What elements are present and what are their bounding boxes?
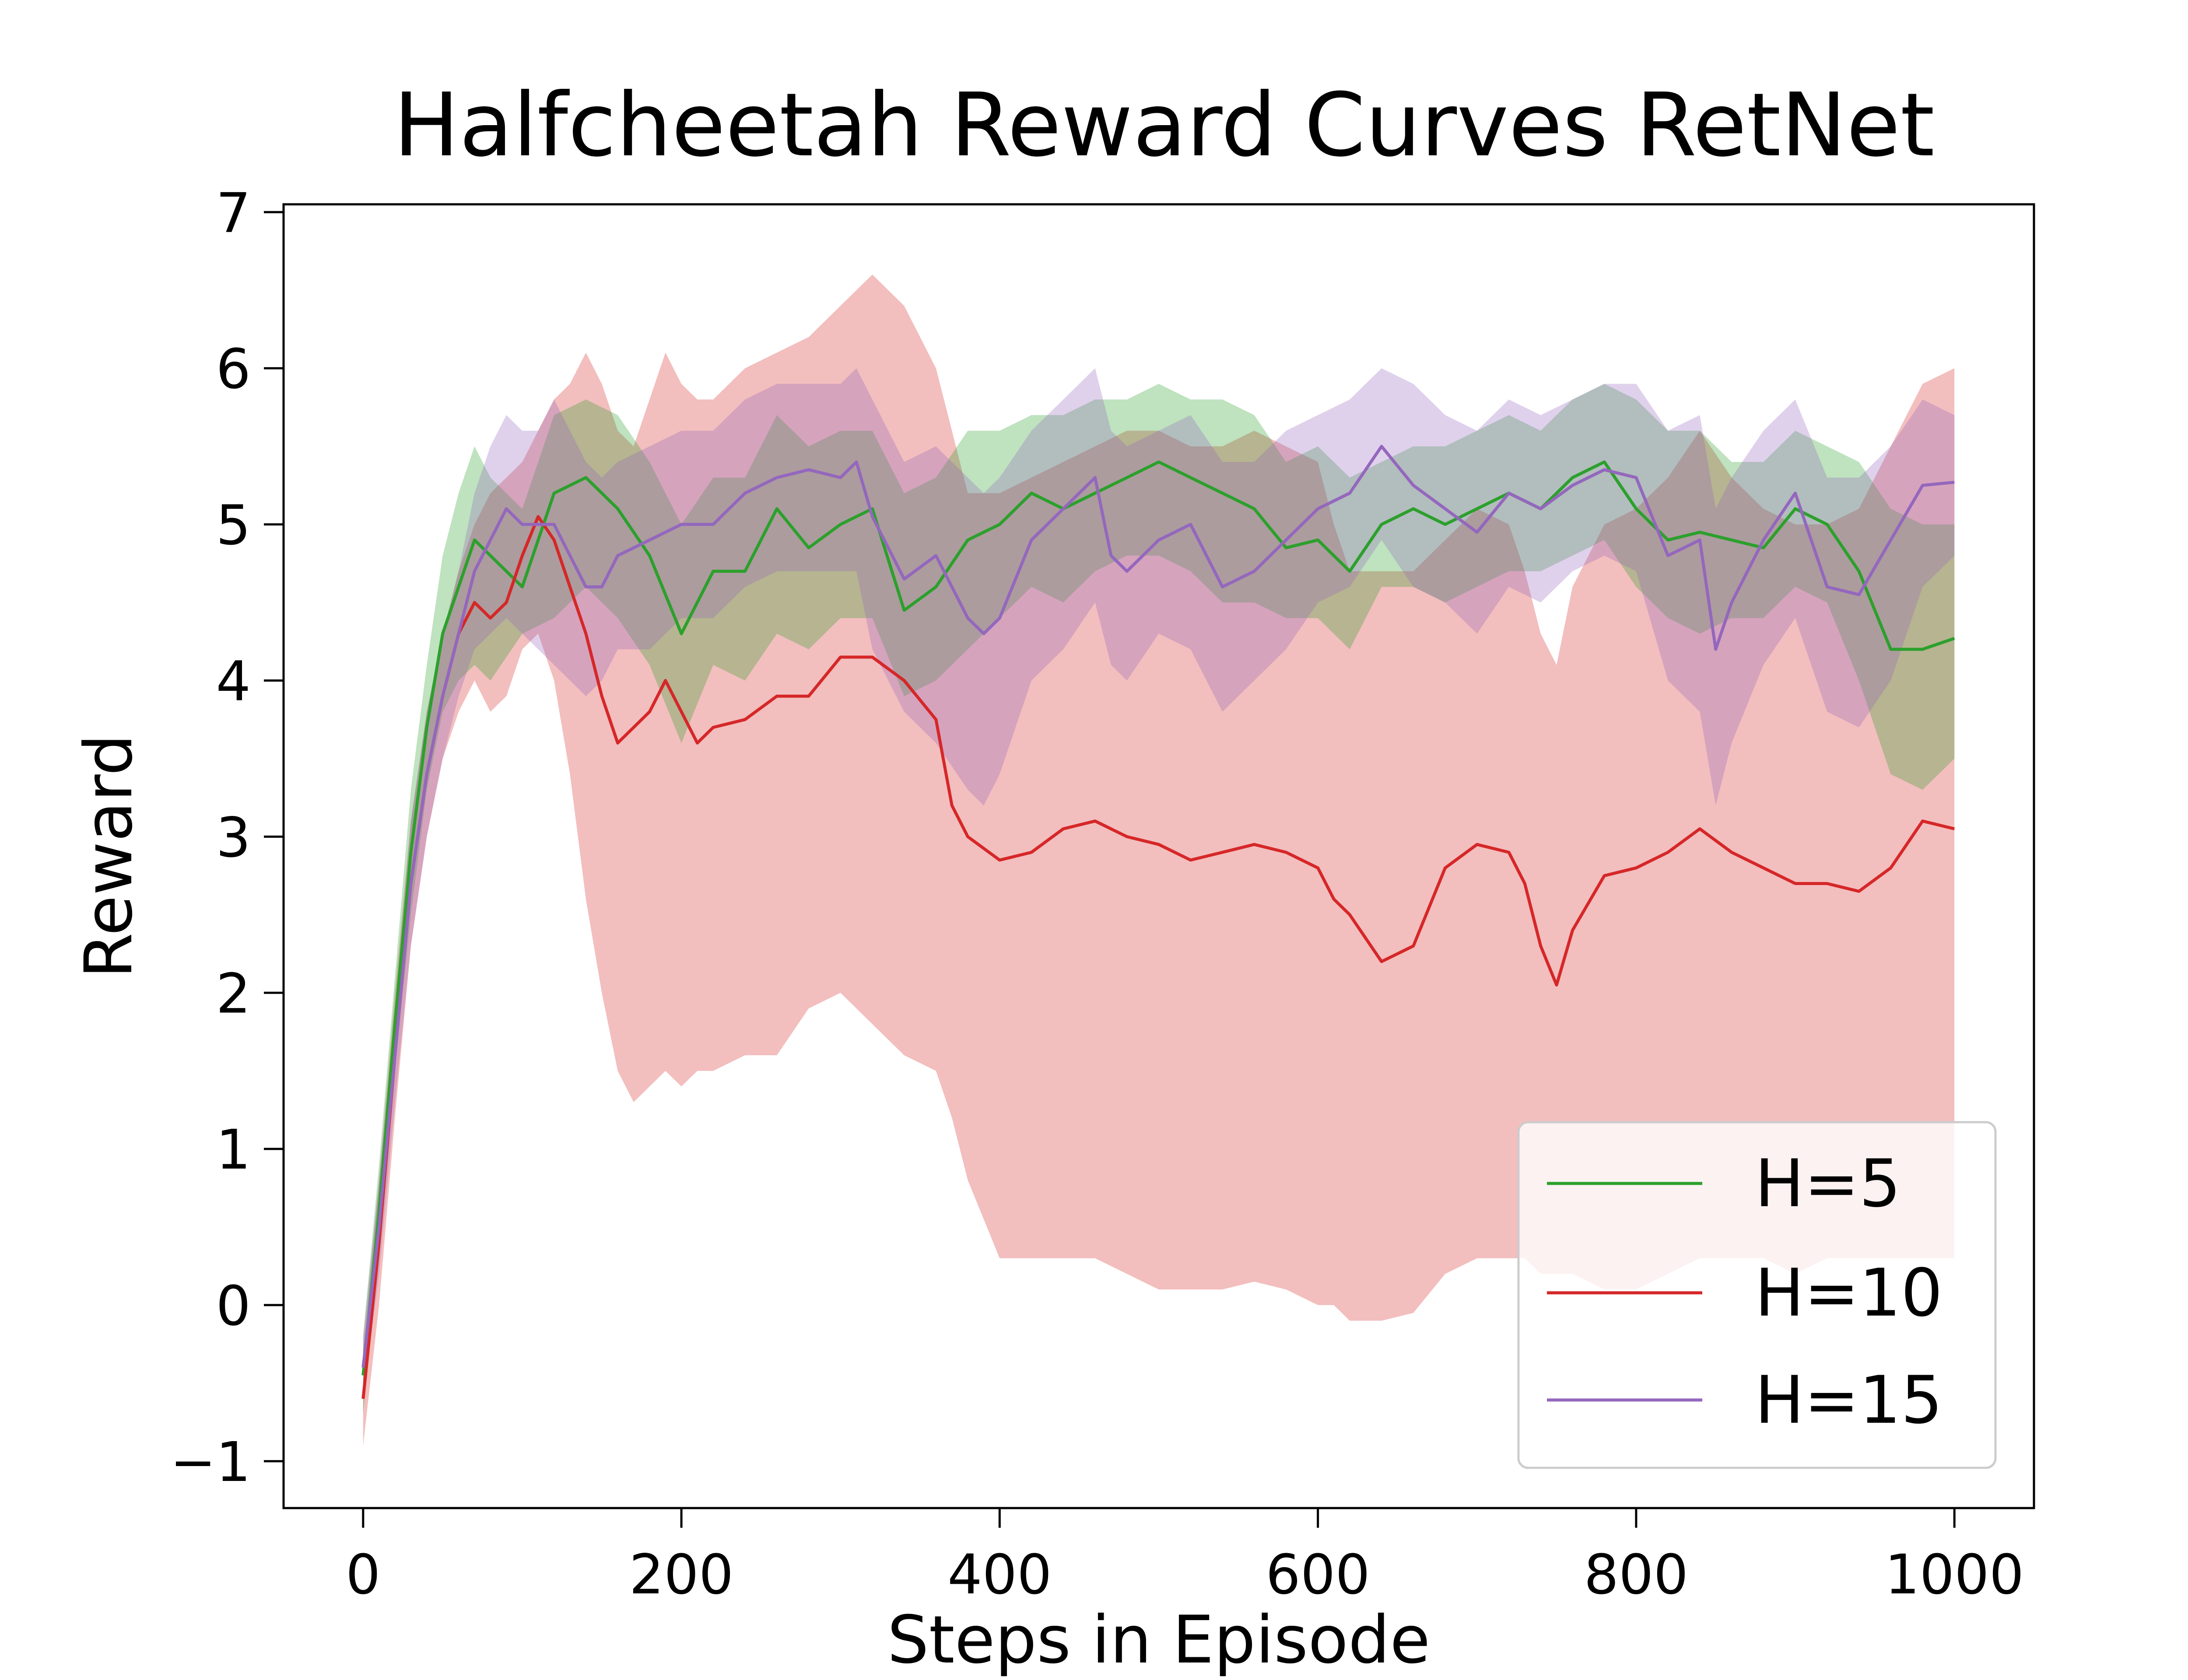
y-axis-ticks: −1 0 1 2 3 4 5 6 7 <box>170 182 284 1494</box>
x-tick-label: 0 <box>346 1543 381 1606</box>
series-lines <box>361 444 1955 1399</box>
legend: H=5 H=10 H=15 <box>1517 1121 1997 1469</box>
band-h15 <box>363 368 1955 1399</box>
x-axis-label: Steps in Episode <box>887 1602 1431 1678</box>
axes-frame <box>282 203 2035 1509</box>
x-tick-label: 200 <box>629 1543 734 1606</box>
y-tick-label: 5 <box>216 494 251 557</box>
y-tick-label: 6 <box>216 338 251 401</box>
y-axis-label: Reward <box>71 734 147 979</box>
line-h5 <box>361 460 1955 1376</box>
line-h15 <box>361 444 1955 1368</box>
y-tick-label: 1 <box>216 1118 251 1182</box>
y-tick-label: 4 <box>216 650 251 714</box>
x-axis-ticks: 0 200 400 600 800 1000 <box>346 1508 2024 1606</box>
y-tick-label: 0 <box>216 1274 251 1338</box>
y-tick-label: 3 <box>216 806 251 869</box>
legend-label-h5: H=5 <box>1755 1146 1901 1222</box>
band-h5 <box>363 384 1955 1414</box>
legend-label-h10: H=10 <box>1755 1255 1943 1331</box>
y-tick-label: −1 <box>170 1431 251 1494</box>
legend-label-h15: H=15 <box>1755 1362 1943 1438</box>
chart-title: Halfcheetah Reward Curves RetNet <box>393 74 1935 176</box>
x-tick-label: 1000 <box>1885 1543 2024 1606</box>
x-tick-label: 600 <box>1266 1543 1370 1606</box>
x-tick-label: 400 <box>947 1543 1052 1606</box>
x-tick-label: 800 <box>1584 1543 1689 1606</box>
y-tick-label: 2 <box>216 962 251 1026</box>
legend-frame <box>1517 1121 1997 1469</box>
y-tick-label: 7 <box>216 182 251 245</box>
